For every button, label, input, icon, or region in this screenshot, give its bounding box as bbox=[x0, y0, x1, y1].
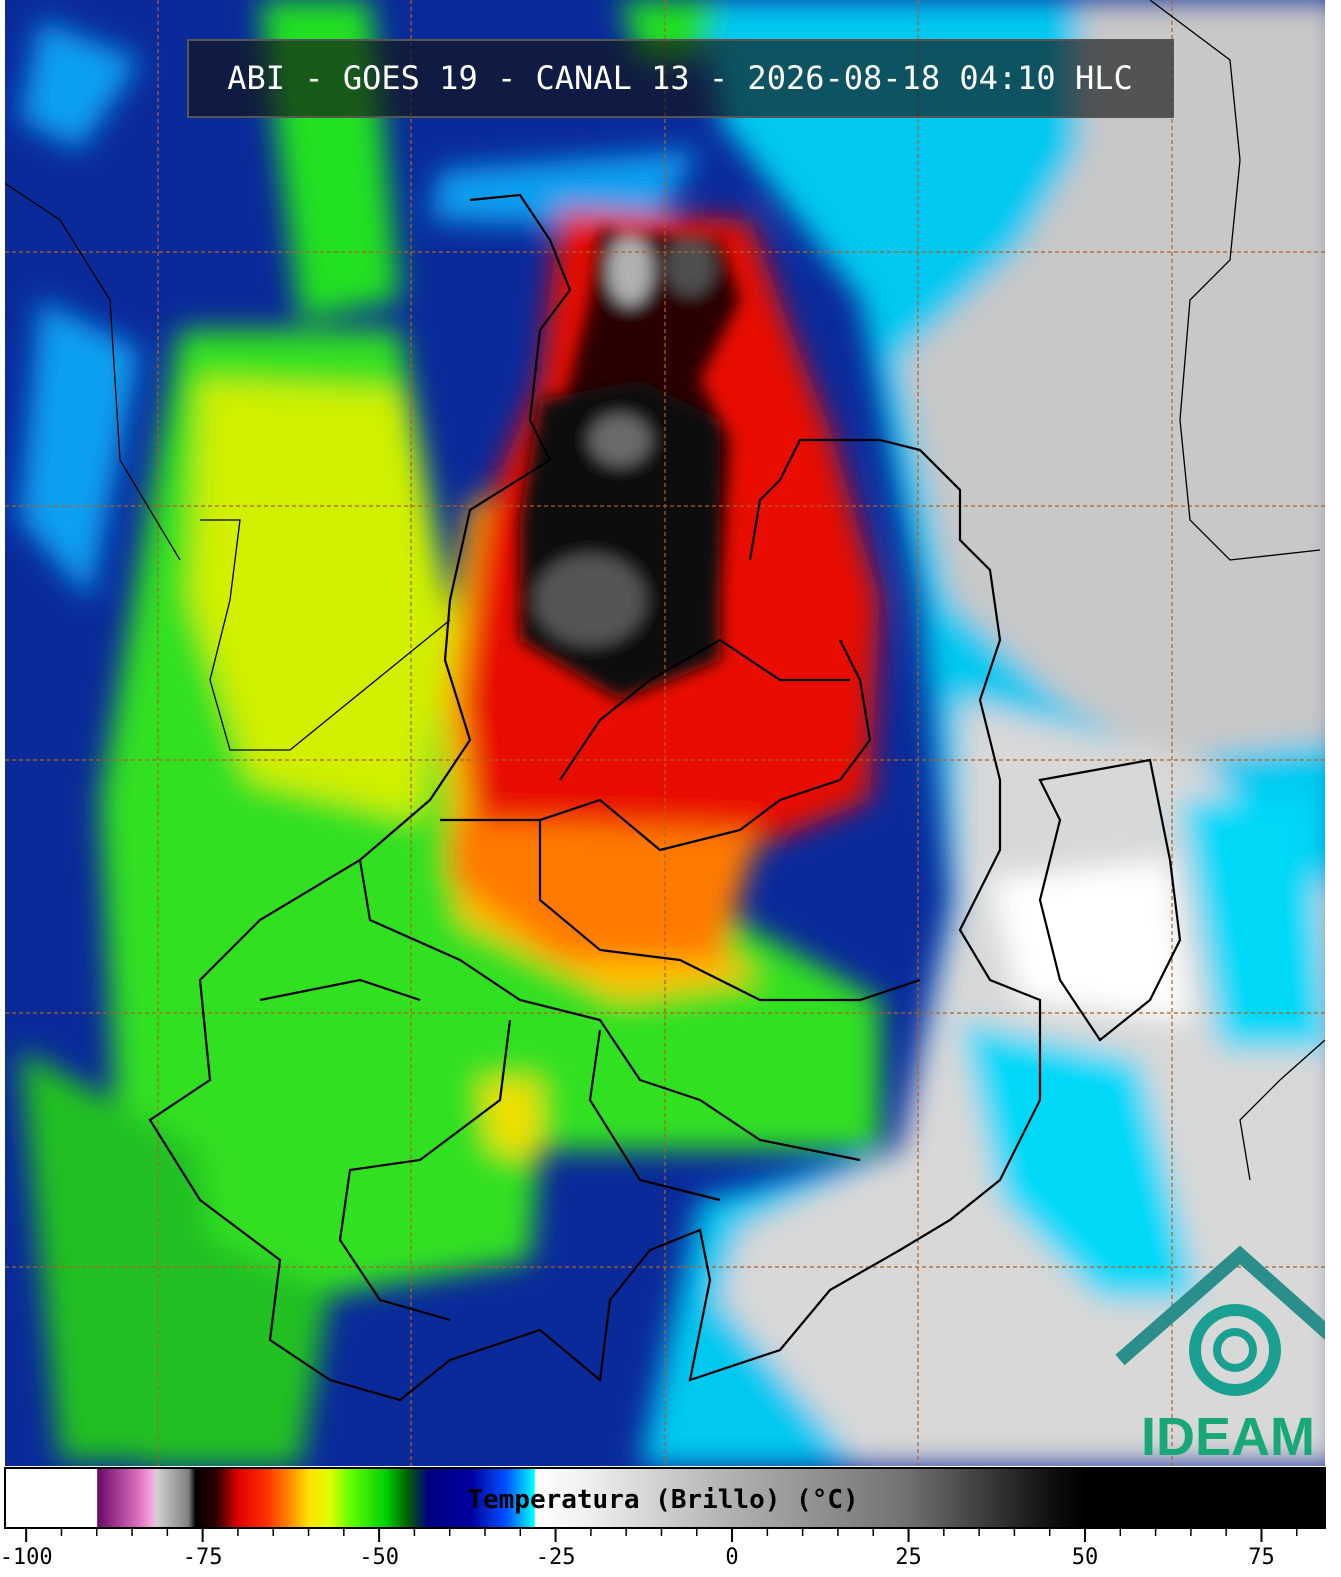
colorbar-bar bbox=[4, 1467, 1326, 1529]
logo-text: IDEAM bbox=[1141, 1407, 1315, 1467]
tick-label: -100 bbox=[0, 1545, 53, 1570]
tick-label: 0 bbox=[725, 1545, 738, 1570]
tick-label: 25 bbox=[895, 1545, 922, 1570]
tick-label: -50 bbox=[359, 1545, 399, 1570]
tick-label: 75 bbox=[1248, 1545, 1275, 1570]
colorbar: Temperatura (Brillo) (°C) -100 -75 -50 -25 0… bbox=[0, 1467, 1326, 1570]
title-box bbox=[187, 39, 1174, 118]
logo: IDEAM bbox=[1115, 1245, 1325, 1467]
satellite-map: IDEAM bbox=[5, 0, 1325, 1467]
tick-label: 50 bbox=[1072, 1545, 1099, 1570]
title: ABI - GOES 19 - CANAL 13 - 2026-08-18 04… bbox=[227, 59, 1132, 97]
tick-label: -25 bbox=[536, 1545, 576, 1570]
thin-boundaries bbox=[5, 0, 1325, 1181]
boundaries bbox=[148, 193, 1182, 1402]
graticule bbox=[5, 0, 1325, 1466]
colorbar-label: Temperatura (Brillo) (°C) bbox=[467, 1485, 858, 1515]
tick-label: -75 bbox=[183, 1545, 223, 1570]
cold-tops bbox=[520, 230, 740, 700]
